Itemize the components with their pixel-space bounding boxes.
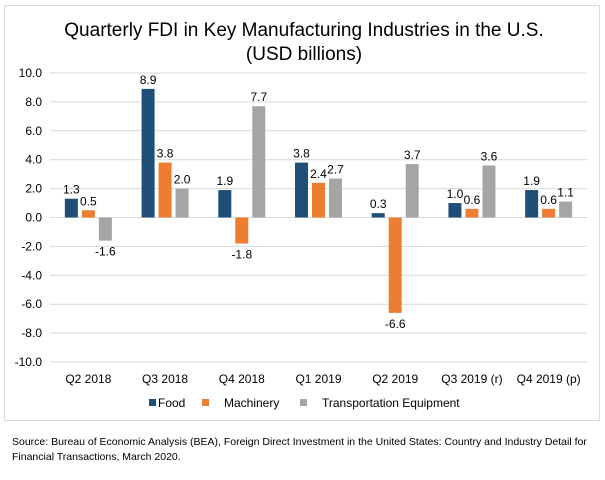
bar-machinery <box>542 208 556 218</box>
bar-transportation-equipment <box>252 106 266 218</box>
data-label: 2.7 <box>327 162 344 176</box>
y-tick-label: 4.0 <box>25 153 42 167</box>
chart-subtitle: (USD billions) <box>246 44 362 65</box>
data-label: 8.9 <box>140 73 157 87</box>
data-label: 7.7 <box>250 90 267 104</box>
x-tick-label: Q4 2018 <box>219 372 265 386</box>
bars <box>64 88 573 313</box>
bar-food <box>371 213 385 218</box>
y-tick-label: -6.0 <box>21 297 42 311</box>
bar-food <box>448 203 462 218</box>
bar-transportation-equipment <box>482 165 496 218</box>
data-label: -6.6 <box>385 317 406 331</box>
data-label: 3.8 <box>293 147 310 161</box>
y-tick-label: -4.0 <box>21 268 42 282</box>
legend-label: Food <box>158 396 185 410</box>
y-tick-label: -10.0 <box>15 355 43 369</box>
data-label: 0.3 <box>370 197 387 211</box>
y-tick-label: 10.0 <box>19 66 43 80</box>
x-tick-label: Q3 2018 <box>142 372 188 386</box>
data-label: 1.0 <box>447 187 464 201</box>
chart: Quarterly FDI in Key Manufacturing Indus… <box>15 20 587 410</box>
x-tick-label: Q2 2018 <box>65 372 111 386</box>
bar-food <box>295 162 308 218</box>
bar-machinery <box>81 210 95 218</box>
bar-machinery <box>158 162 172 218</box>
data-label: 1.3 <box>63 183 80 197</box>
legend-marker-transportation-equipment <box>300 399 307 406</box>
x-axis-ticks: Q2 2018 Q3 2018 Q4 2018 Q1 2019 Q2 2019 Q3 20… <box>65 372 580 386</box>
legend-marker-machinery <box>202 399 209 406</box>
chart-title: Quarterly FDI in Key Manufacturing Indus… <box>64 20 543 41</box>
y-tick-label: -8.0 <box>21 326 42 340</box>
legend-marker-food <box>149 399 156 406</box>
bar-machinery <box>312 182 325 218</box>
y-tick-label: -2.0 <box>21 239 42 253</box>
bar-machinery <box>235 217 249 244</box>
bar-transportation-equipment <box>98 217 112 241</box>
legend: Food Machinery Transportation Equipment <box>149 396 460 410</box>
data-label: 1.1 <box>557 186 574 200</box>
bar-machinery <box>465 208 479 218</box>
bar-transportation-equipment <box>175 188 189 218</box>
data-label: 2.4 <box>310 167 327 181</box>
legend-label: Transportation Equipment <box>322 396 460 410</box>
data-label: 1.9 <box>523 174 540 188</box>
bar-food <box>218 190 232 218</box>
legend-label: Machinery <box>224 396 279 410</box>
x-tick-label: Q1 2019 <box>295 372 341 386</box>
data-label: 0.6 <box>540 193 557 207</box>
data-labels: 1.30.5-1.68.93.82.0 1.9-1.87.73.82.4 2.70.… <box>63 73 574 331</box>
data-label: 2.0 <box>174 173 191 187</box>
y-axis-ticks: 10.0 8.0 6.0 4.0 2.0 0.0 -2.0 -4.0 -6.0 -8.0 -10.0 <box>15 66 43 369</box>
bar-food <box>141 88 155 218</box>
y-tick-label: 8.0 <box>25 95 42 109</box>
bar-transportation-equipment <box>329 178 342 218</box>
bar-food <box>64 198 78 218</box>
bar-transportation-equipment <box>559 201 573 218</box>
data-label: 1.9 <box>216 174 233 188</box>
data-label: 3.7 <box>404 148 421 162</box>
data-label: 0.6 <box>464 193 481 207</box>
data-label: 3.6 <box>481 149 498 163</box>
data-label: -1.6 <box>95 245 116 259</box>
y-tick-label: 2.0 <box>25 182 42 196</box>
data-label: -1.8 <box>231 248 252 262</box>
y-tick-label: 0.0 <box>25 211 42 225</box>
source-note: Source: Bureau of Economic Analysis (BEA… <box>12 436 587 463</box>
data-label: 0.5 <box>80 194 97 208</box>
x-tick-label: Q2 2019 <box>372 372 418 386</box>
gridlines <box>50 72 587 363</box>
x-tick-label: Q3 2019 (r) <box>441 372 502 386</box>
x-tick-label: Q4 2019 (p) <box>517 372 581 386</box>
bar-food <box>525 190 539 218</box>
bar-machinery <box>388 217 402 313</box>
y-tick-label: 6.0 <box>25 124 42 138</box>
data-label: 3.8 <box>157 147 174 161</box>
bar-transportation-equipment <box>405 164 419 218</box>
